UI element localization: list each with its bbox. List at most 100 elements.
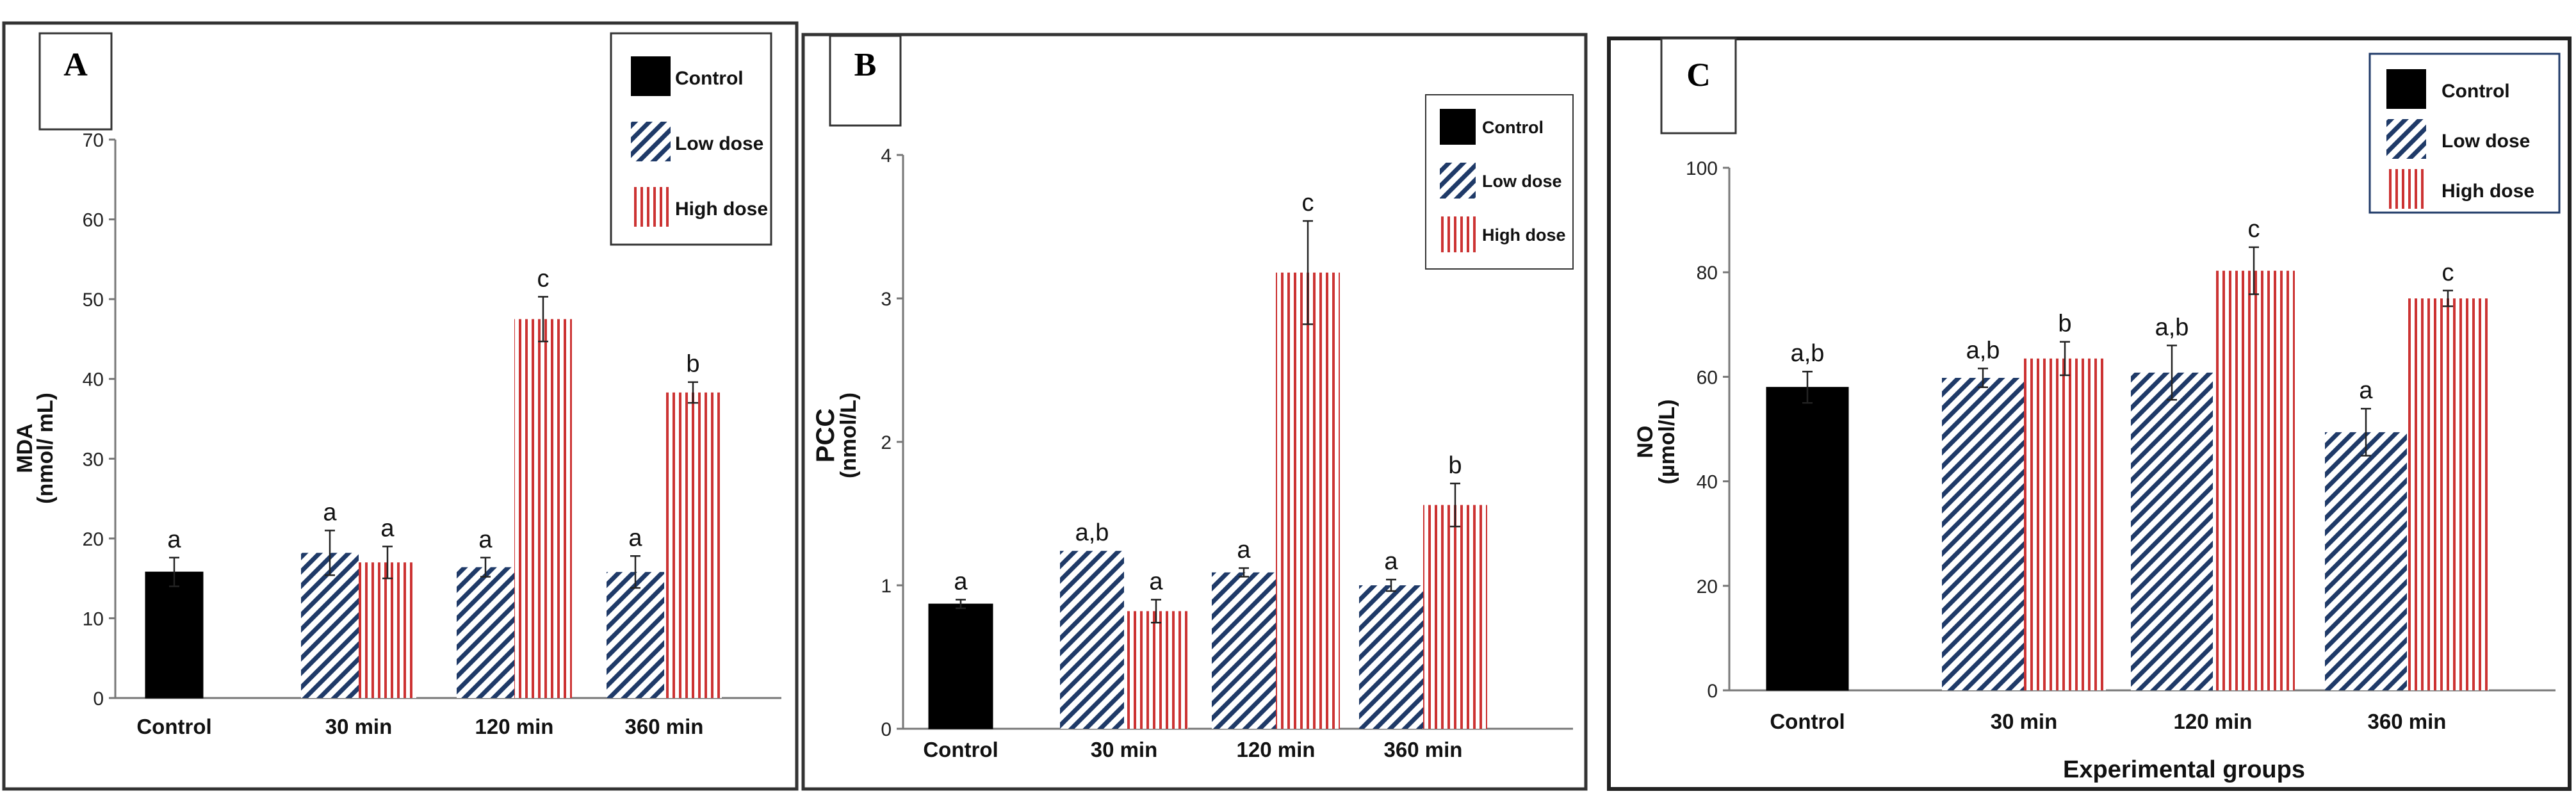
y-tick-label: 2 [881, 432, 892, 453]
significance-letter: a [478, 526, 493, 553]
bar-control [928, 603, 993, 729]
panel-a-frame [2, 21, 799, 791]
significance-letter: a [1149, 568, 1163, 595]
legend-label-control: Control [2441, 81, 2510, 102]
legend-label-high-dose: High dose [2441, 181, 2534, 202]
panel-a-plot: 0 10 20 30 40 50 60 70 Control a 30 min a a 120 min a c… [83, 130, 781, 738]
y-tick-label: 10 [83, 608, 104, 629]
legend-label-high-dose: High dose [1482, 225, 1566, 245]
y-tick-label: 20 [1697, 576, 1718, 597]
significance-letter: a [380, 515, 395, 542]
x-category-label: 360 min [2368, 710, 2447, 733]
significance-letter: c [537, 265, 550, 292]
panel-c-xlabel: Experimental groups [2063, 756, 2305, 783]
panel-b-label-box [829, 35, 902, 127]
y-tick-label: 30 [83, 449, 104, 470]
panel-b: B PCC (nmol/L) 0 1 2 3 4 Control a 30 min a,b a 12… [801, 33, 1588, 791]
bar-high-dose [1423, 505, 1487, 729]
legend-swatch-high-dose [1440, 216, 1476, 252]
panel-c-label-box [1660, 37, 1737, 134]
significance-letter: b [686, 351, 699, 378]
bar-high-dose [664, 392, 722, 698]
panel-b-ylabel-title: PCC [811, 409, 840, 462]
panel-c: C NO (µmol/L) 0 20 40 60 80 100 Control a,b 30 m… [1607, 37, 2572, 791]
significance-letter: c [2248, 216, 2260, 243]
bar-high-dose [1124, 611, 1188, 729]
panel-b-ylabel-unit: (nmol/L) [836, 393, 861, 478]
bar-control [145, 571, 204, 699]
bar-low-dose [2131, 372, 2213, 690]
panel-c-legend: Control Low dose High dose [2368, 53, 2561, 214]
bar-high-dose [359, 562, 416, 698]
y-tick-label: 0 [881, 719, 892, 740]
bar-low-dose [457, 567, 514, 698]
bar-low-dose [1359, 585, 1423, 729]
significance-letter: a,b [1791, 340, 1825, 367]
legend-swatch-control [631, 56, 671, 96]
legend-swatch-low-dose [631, 122, 671, 161]
significance-letter: a [1237, 537, 1251, 564]
bar-low-dose [1942, 378, 2024, 690]
panel-b-ylabel: PCC (nmol/L) [811, 393, 861, 478]
bar-high-dose [2024, 358, 2106, 690]
bar-high-dose [514, 319, 572, 698]
bar-control [1766, 387, 1849, 691]
y-tick-label: 60 [1697, 367, 1718, 388]
y-tick-label: 70 [83, 130, 104, 151]
panel-a: A MDA (nmol/ mL) 0 10 20 30 40 50 60 70 Control a… [2, 21, 799, 791]
panel-c-label: C [1686, 57, 1711, 93]
y-tick-label: 0 [93, 688, 104, 710]
significance-letter: a,b [1966, 337, 2000, 364]
y-tick-label: 3 [881, 289, 892, 310]
x-category-label: 120 min [2174, 710, 2253, 733]
y-tick-label: 50 [83, 289, 104, 311]
panel-a-ylabel-unit: (nmol/ mL) [33, 393, 58, 504]
bar-low-dose [1060, 551, 1124, 729]
legend-label-control: Control [1482, 118, 1544, 137]
x-category-label: 30 min [1091, 738, 1158, 761]
x-category-label: 30 min [325, 715, 393, 738]
x-category-label: Control [136, 715, 211, 738]
legend-swatch-low-dose [1440, 163, 1476, 199]
panel-a-label-box [38, 32, 113, 131]
legend-swatch-high-dose [2386, 169, 2426, 209]
bar-high-dose [2213, 270, 2295, 690]
panel-c-ylabel-title: NO [1633, 426, 1658, 459]
panel-b-label: B [854, 47, 877, 83]
bar-high-dose [1276, 272, 1340, 729]
legend-swatch-low-dose [2386, 119, 2426, 159]
legend-swatch-control [1440, 109, 1476, 145]
bar-high-dose [2407, 298, 2489, 690]
y-tick-label: 1 [881, 576, 892, 597]
y-tick-label: 0 [1707, 681, 1718, 702]
significance-letter: a [167, 526, 181, 553]
bar-low-dose [1212, 572, 1276, 729]
x-category-label: 360 min [1384, 738, 1463, 761]
x-category-label: Control [1770, 710, 1845, 733]
legend-swatch-high-dose [631, 187, 671, 227]
significance-letter: a,b [1075, 519, 1109, 546]
x-category-label: Control [923, 738, 998, 761]
significance-letter: a [2359, 377, 2373, 404]
y-tick-label: 100 [1686, 158, 1718, 179]
legend-label-low-dose: Low dose [675, 133, 763, 154]
panel-c-frame [1607, 37, 2572, 791]
significance-letter: b [1448, 452, 1462, 479]
legend-label-low-dose: Low dose [1482, 172, 1562, 191]
y-tick-label: 60 [83, 210, 104, 231]
bar-low-dose [301, 553, 359, 698]
significance-letter: c [1302, 190, 1314, 216]
panel-a-ylabel: MDA (nmol/ mL) [13, 393, 58, 504]
panel-b-frame [801, 33, 1588, 791]
y-tick-label: 20 [83, 529, 104, 550]
significance-letter: a [323, 499, 337, 526]
legend-label-high-dose: High dose [675, 199, 768, 220]
y-tick-label: 40 [83, 370, 104, 391]
panel-b-plot: 0 1 2 3 4 Control a 30 min a,b a 120 min a c 360 min a… [881, 145, 1573, 761]
significance-letter: a [954, 568, 968, 595]
y-tick-label: 4 [881, 145, 892, 167]
y-tick-label: 40 [1697, 472, 1718, 493]
legend-label-control: Control [675, 68, 744, 89]
significance-letter: a,b [2155, 314, 2189, 341]
